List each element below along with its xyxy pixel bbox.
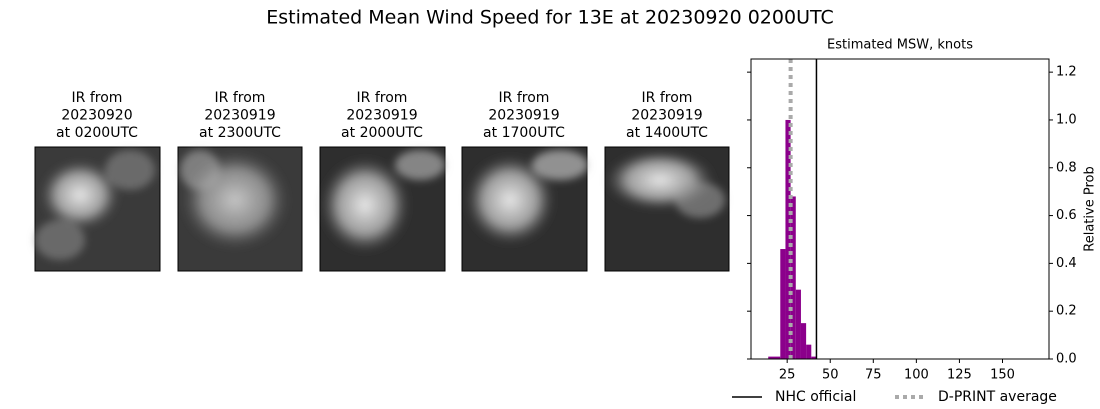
bar xyxy=(780,249,786,359)
y-tick-label: 0.2 xyxy=(1056,304,1077,319)
page-title: Estimated Mean Wind Speed for 13E at 202… xyxy=(266,7,834,29)
image-label: 20230919 xyxy=(204,108,275,124)
legend-label: NHC official xyxy=(775,389,856,405)
chart-title: Estimated MSW, knots xyxy=(827,38,973,53)
ir-image xyxy=(34,146,161,272)
image-label: IR from xyxy=(215,90,266,106)
x-tick-label: 25 xyxy=(779,368,796,383)
ir-image xyxy=(604,146,730,272)
image-label: 20230919 xyxy=(631,108,702,124)
bar xyxy=(806,344,812,359)
bar xyxy=(790,196,796,359)
bar xyxy=(785,119,791,359)
image-label: at 0200UTC xyxy=(56,125,138,141)
ir-image xyxy=(461,146,588,272)
image-label: 20230919 xyxy=(346,108,417,124)
image-label: at 2300UTC xyxy=(199,125,281,141)
legend-label: D-PRINT average xyxy=(938,389,1057,405)
x-tick-label: 150 xyxy=(990,368,1015,383)
y-tick-label: 0.8 xyxy=(1056,160,1077,175)
y-tick-label: 0.6 xyxy=(1056,208,1077,223)
image-label: at 1400UTC xyxy=(626,125,708,141)
ir-image xyxy=(177,146,303,272)
image-label: IR from xyxy=(72,90,123,106)
y-tick-label: 0.0 xyxy=(1056,352,1077,367)
bar xyxy=(768,356,781,359)
image-label: at 1700UTC xyxy=(483,125,565,141)
image-label: 20230919 xyxy=(488,108,559,124)
plot-frame xyxy=(750,58,1050,360)
image-label: 20230920 xyxy=(61,108,132,124)
x-tick-label: 100 xyxy=(904,368,929,383)
x-tick-label: 75 xyxy=(865,368,882,383)
y-tick-label: 1.0 xyxy=(1056,112,1077,127)
bar xyxy=(795,289,801,359)
bar xyxy=(811,356,817,359)
image-label: IR from xyxy=(642,90,693,106)
y-axis-label: Relative Prob xyxy=(1083,166,1098,251)
image-label: IR from xyxy=(499,90,550,106)
x-tick-label: 50 xyxy=(822,368,839,383)
bar xyxy=(800,323,807,359)
y-tick-label: 1.2 xyxy=(1056,65,1077,80)
y-tick-label: 0.4 xyxy=(1056,256,1077,271)
image-label: IR from xyxy=(357,90,408,106)
image-label: at 2000UTC xyxy=(341,125,423,141)
ir-image xyxy=(319,146,446,272)
x-tick-label: 125 xyxy=(947,368,972,383)
